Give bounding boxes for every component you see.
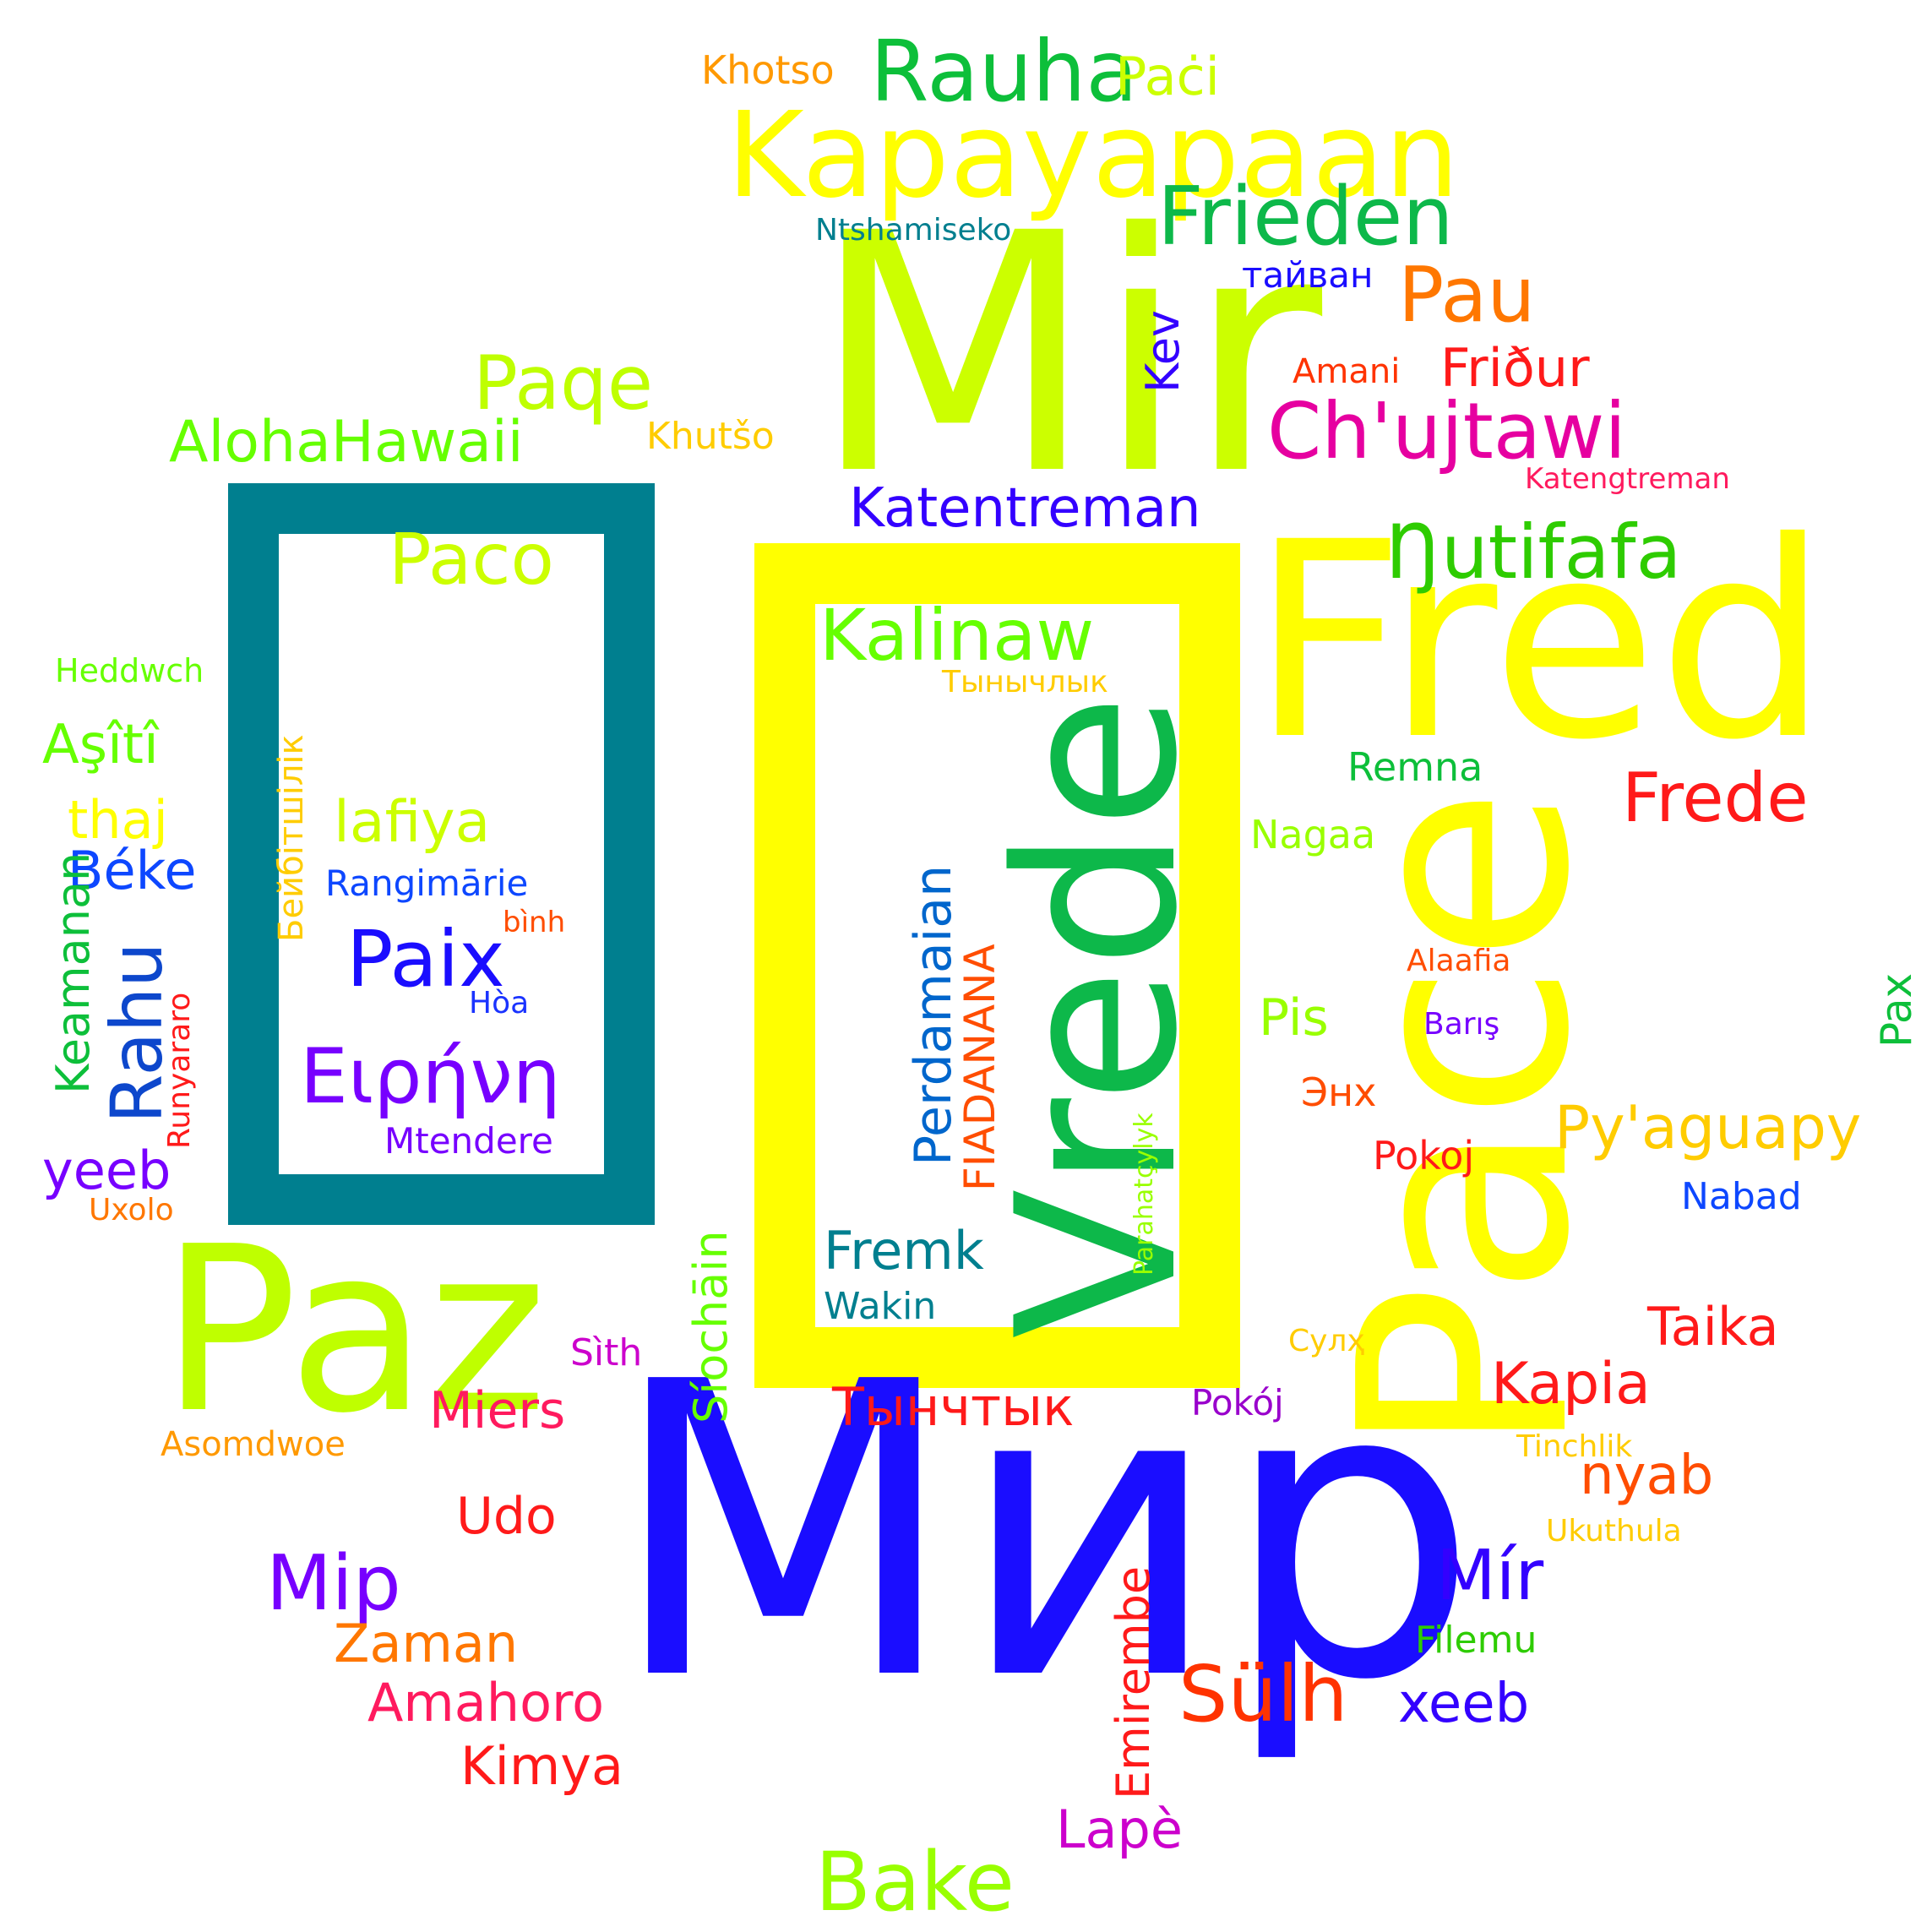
word: nyab (1580, 1445, 1714, 1507)
word: Kev (1136, 310, 1189, 393)
word: Miers (429, 1381, 566, 1440)
word: Kimya (460, 1735, 623, 1797)
word: Py'aguapy (1554, 1093, 1862, 1162)
word: Paċi (1115, 46, 1220, 107)
word: Paqe (473, 340, 654, 427)
word: Rangimārie (325, 863, 529, 904)
word: Ειρήνη (300, 1032, 561, 1121)
word: Alaafia (1407, 944, 1511, 978)
word: Сулҳ (1288, 1324, 1365, 1358)
word: Sìth (570, 1331, 643, 1374)
word: Remna (1347, 744, 1483, 790)
word: Paco (389, 518, 554, 601)
word: AlohaHawaii (169, 409, 524, 476)
word: lafiya (334, 789, 491, 856)
word: Síochāin (684, 1230, 737, 1423)
word: Emirembe (1107, 1565, 1160, 1799)
word: Mip (266, 1539, 401, 1628)
word: Amani (1293, 352, 1401, 391)
word: Мир (608, 1297, 1479, 1769)
word: Vrede (971, 693, 1226, 1339)
word: Pis (1259, 988, 1329, 1048)
word: Paz (161, 1197, 547, 1463)
word: Parahatçylyk (1129, 1113, 1159, 1276)
word: Nagaa (1250, 812, 1376, 857)
word: Тынычлык (942, 665, 1108, 699)
word: Тынчтык (832, 1376, 1075, 1438)
word: Wakin (824, 1285, 937, 1328)
word: thaj (68, 789, 168, 851)
word: Kapayapaan (727, 87, 1460, 225)
word: FIADANANA (955, 944, 1004, 1191)
word: Lapè (1056, 1799, 1184, 1860)
word: Ukuthula (1546, 1514, 1682, 1548)
word: Paix (346, 914, 505, 1004)
word: Nabad (1681, 1175, 1802, 1218)
word: Pax (1872, 972, 1921, 1048)
word: Asomdwoe (161, 1425, 346, 1464)
word: Udo (456, 1487, 557, 1546)
word: yeeb (42, 1140, 171, 1201)
word: Ntshamiseko (815, 213, 1012, 248)
word: Pokoj (1373, 1133, 1475, 1178)
word: Khotso (701, 47, 835, 93)
word: Zaman (334, 1613, 519, 1674)
word: Khutšo (646, 415, 775, 458)
word: Энх (1301, 1069, 1377, 1115)
word: Filemu (1415, 1619, 1537, 1662)
word: Kalinaw (819, 594, 1095, 677)
word: Hòa (469, 986, 530, 1020)
word: Ŋutifafa (1385, 509, 1682, 596)
word: Ch'ujtawi (1267, 386, 1626, 476)
word: Aşîtî (42, 714, 159, 776)
yellow-rectangle-block (754, 543, 1240, 1388)
word: Uxolo (89, 1193, 174, 1227)
word: Mtendere (384, 1120, 553, 1162)
word: Frieden (1157, 171, 1454, 264)
word: тайван (1242, 254, 1374, 296)
word: Runyararo (162, 992, 197, 1149)
word: Heddwch (55, 652, 204, 689)
word: Béke (68, 840, 197, 901)
word: Fred (1250, 485, 1830, 799)
word: Kapia (1491, 1351, 1651, 1418)
word: Pokój (1191, 1382, 1284, 1423)
word: xeeb (1398, 1673, 1530, 1735)
word: Tinchlik (1516, 1429, 1633, 1464)
word: Amahoro (367, 1672, 605, 1733)
word: Bake (815, 1835, 1015, 1929)
teal-rectangle-block (228, 483, 655, 1225)
word: Perdamaian (904, 864, 963, 1166)
word: Taika (1647, 1296, 1779, 1358)
word: Frede (1622, 759, 1809, 837)
word: Бейбітшілік (272, 734, 311, 942)
word: Katengtreman (1525, 462, 1730, 496)
word: Mir (811, 163, 1323, 547)
word: Mír (1436, 1536, 1544, 1616)
word: Barış (1423, 1007, 1500, 1042)
word: Keamanan (46, 852, 100, 1094)
word: Fremk (824, 1220, 984, 1282)
word: Rauha (870, 22, 1138, 121)
word: Katentreman (849, 477, 1201, 540)
word: Friður (1440, 337, 1590, 399)
word: Sülh (1178, 1649, 1348, 1739)
word: Pau (1398, 251, 1536, 340)
word: bình (503, 906, 566, 939)
